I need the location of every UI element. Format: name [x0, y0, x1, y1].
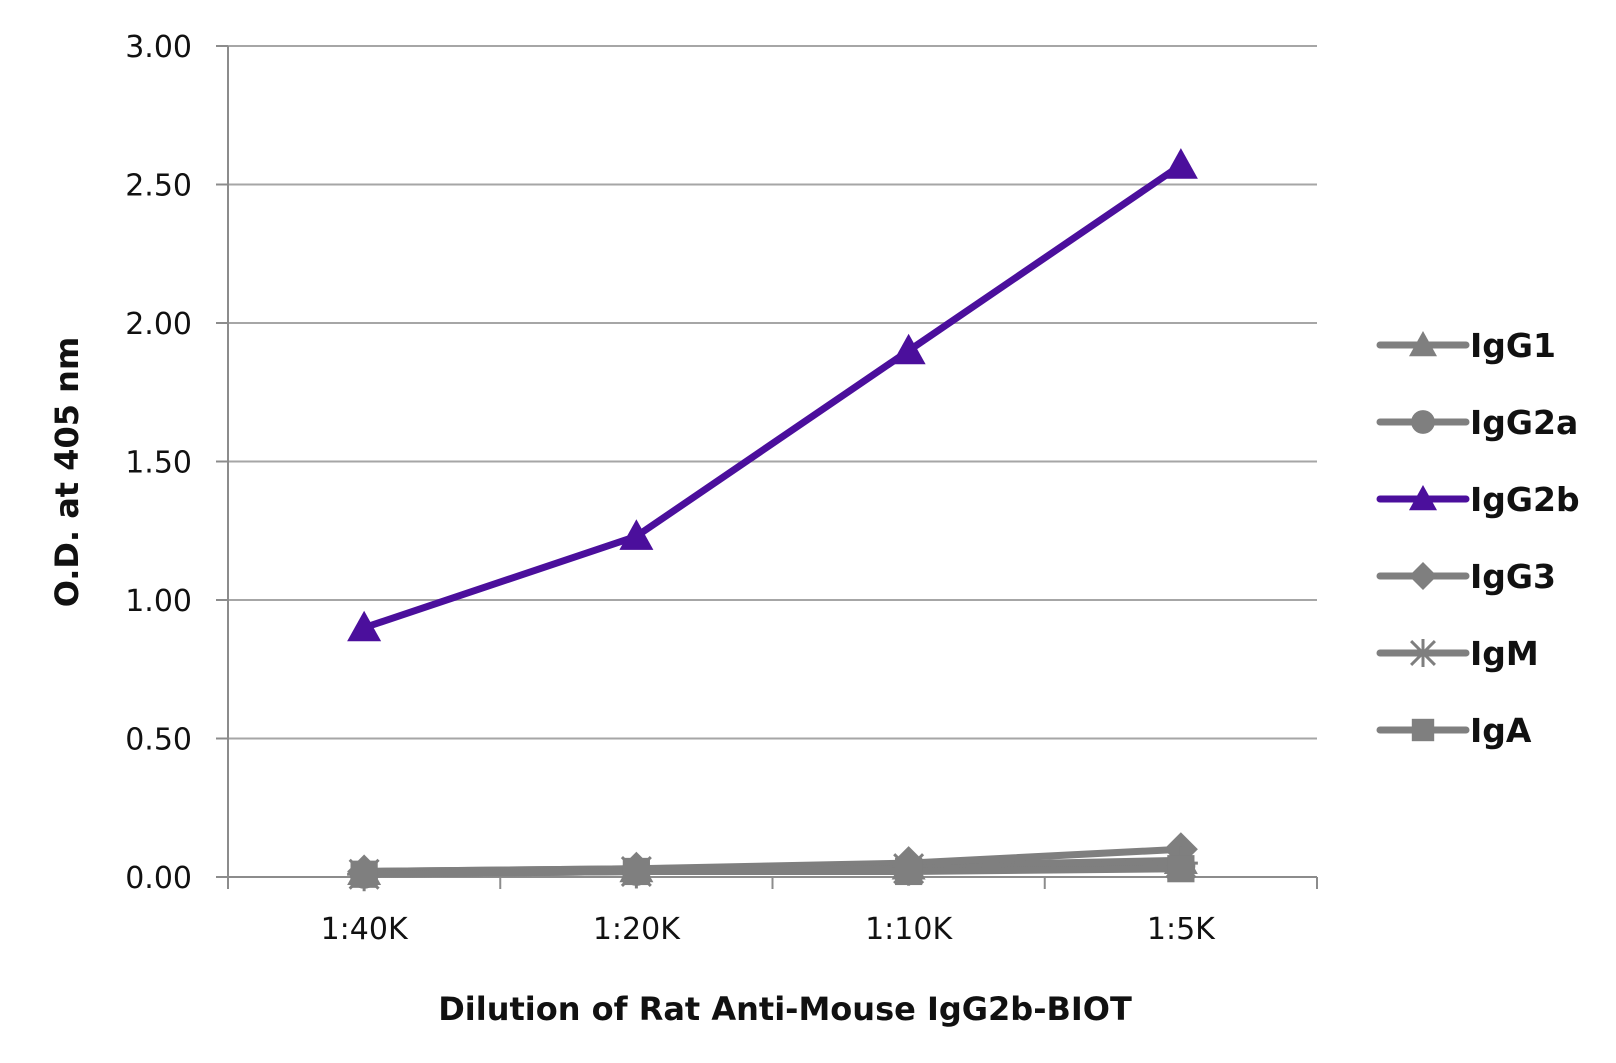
data-point-IgA [350, 860, 378, 888]
data-point-IgA [622, 857, 650, 886]
data-point-IgG2b [891, 333, 926, 365]
x-tick-labels: 1:40K 1:20K 1:10K 1:5K [321, 912, 1217, 947]
legend-entry-IgA: IgA [1376, 711, 1532, 750]
y-tick-label: 3.00 [125, 30, 192, 65]
x-tick-label: 1:5K [1147, 912, 1216, 947]
legend-label: IgG2a [1470, 403, 1578, 442]
legend: IgG1 IgG2a IgG2b IgG3 IgM IgA [1376, 326, 1580, 750]
legend-marker [1409, 485, 1437, 511]
y-tick-label: 2.00 [125, 307, 192, 342]
y-axis-title: O.D. at 405 nm [48, 337, 86, 608]
legend-marker [1411, 718, 1435, 742]
series-line-IgG2b [360, 161, 1185, 632]
x-tick-label: 1:20K [593, 912, 681, 947]
legend-entry-IgG3: IgG3 [1376, 557, 1556, 596]
legend-entry-IgG1: IgG1 [1376, 326, 1556, 365]
series-line-IgA [360, 865, 1185, 878]
legend-entry-IgG2b: IgG2b [1376, 480, 1580, 519]
legend-label: IgG2b [1470, 480, 1580, 519]
series-layer [347, 148, 1198, 892]
data-point-IgA [1167, 855, 1195, 883]
series-IgG2b [347, 148, 1198, 642]
legend-label: IgG3 [1470, 557, 1556, 596]
y-tick-labels: 0.00 0.50 1.00 1.50 2.00 2.50 3.00 [125, 30, 192, 896]
legend-label: IgM [1470, 634, 1539, 673]
y-tick-label: 1.50 [125, 446, 192, 481]
y-tick-label: 2.50 [125, 169, 192, 204]
legend-entry-IgG2a: IgG2a [1376, 403, 1578, 442]
axes [227, 46, 1318, 889]
gridlines [216, 45, 1317, 878]
legend-label: IgA [1470, 711, 1532, 750]
y-tick-label: 0.50 [125, 723, 192, 758]
legend-marker [1409, 331, 1437, 357]
data-point-IgA [895, 857, 923, 886]
legend-marker [1411, 410, 1435, 434]
x-axis-title: Dilution of Rat Anti-Mouse IgG2b-BIOT [438, 990, 1132, 1028]
x-tick-label: 1:10K [865, 912, 953, 947]
data-point-IgG2b [1163, 148, 1198, 179]
x-tick-label: 1:40K [321, 912, 409, 947]
legend-marker [1409, 562, 1437, 590]
legend-marker [1409, 639, 1437, 667]
data-point-IgG2b [347, 610, 382, 642]
data-point-IgG2b [619, 519, 654, 550]
y-tick-label: 0.00 [125, 861, 192, 896]
legend-label: IgG1 [1470, 326, 1556, 365]
y-tick-label: 1.00 [125, 584, 192, 619]
series-IgA [350, 855, 1195, 888]
legend-entry-IgM: IgM [1376, 634, 1539, 673]
